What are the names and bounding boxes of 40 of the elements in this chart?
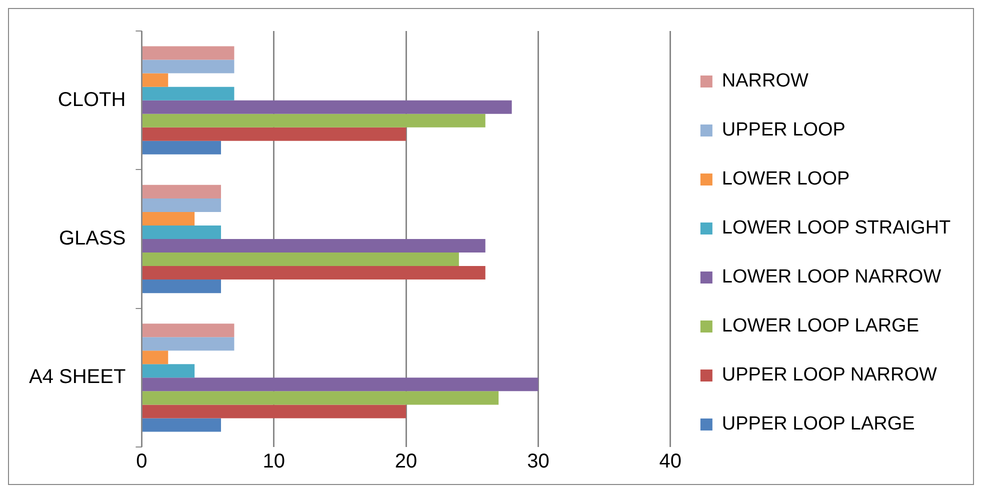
bar (142, 86, 234, 100)
bar (142, 239, 486, 253)
bar (142, 391, 499, 405)
legend-label: UPPER LOOP (722, 120, 846, 141)
bar (142, 404, 406, 418)
y-tick-label: CLOTH (58, 88, 126, 111)
y-tick-label: A4 SHEET (28, 366, 126, 388)
bar (142, 266, 486, 280)
legend-label: UPPER LOOP LARGE (722, 414, 915, 435)
bar (142, 184, 222, 198)
bar (142, 114, 486, 128)
bar (142, 350, 168, 364)
legend-label: LOWER LOOP STRAIGHT (722, 218, 952, 239)
x-tick-label: 10 (262, 450, 286, 473)
legend-label: UPPER LOOP NARROW (722, 364, 937, 386)
bar (142, 198, 222, 212)
y-tick-label: GLASS (58, 228, 126, 250)
legend-label: LOWER LOOP (722, 168, 850, 190)
bar (142, 337, 234, 351)
bar (142, 140, 222, 154)
bar (142, 212, 195, 226)
bar (142, 252, 459, 266)
bar (142, 225, 222, 239)
legend-label: LOWER LOOP NARROW (722, 266, 942, 288)
bar (142, 73, 168, 87)
x-tick-label: 20 (394, 450, 418, 473)
bar (142, 378, 538, 392)
x-tick-label: 30 (527, 450, 550, 473)
bar (142, 418, 222, 432)
bar (142, 364, 195, 378)
bar (142, 46, 234, 60)
x-tick-label: 0 (136, 450, 148, 473)
bar (142, 127, 406, 141)
x-tick-label: 40 (659, 450, 682, 473)
legend-label: LOWER LOOP LARGE (722, 316, 920, 337)
bar (142, 280, 222, 294)
bar (142, 60, 234, 74)
bar (142, 324, 234, 338)
bar (142, 100, 512, 114)
legend-label: NARROW (722, 70, 809, 92)
